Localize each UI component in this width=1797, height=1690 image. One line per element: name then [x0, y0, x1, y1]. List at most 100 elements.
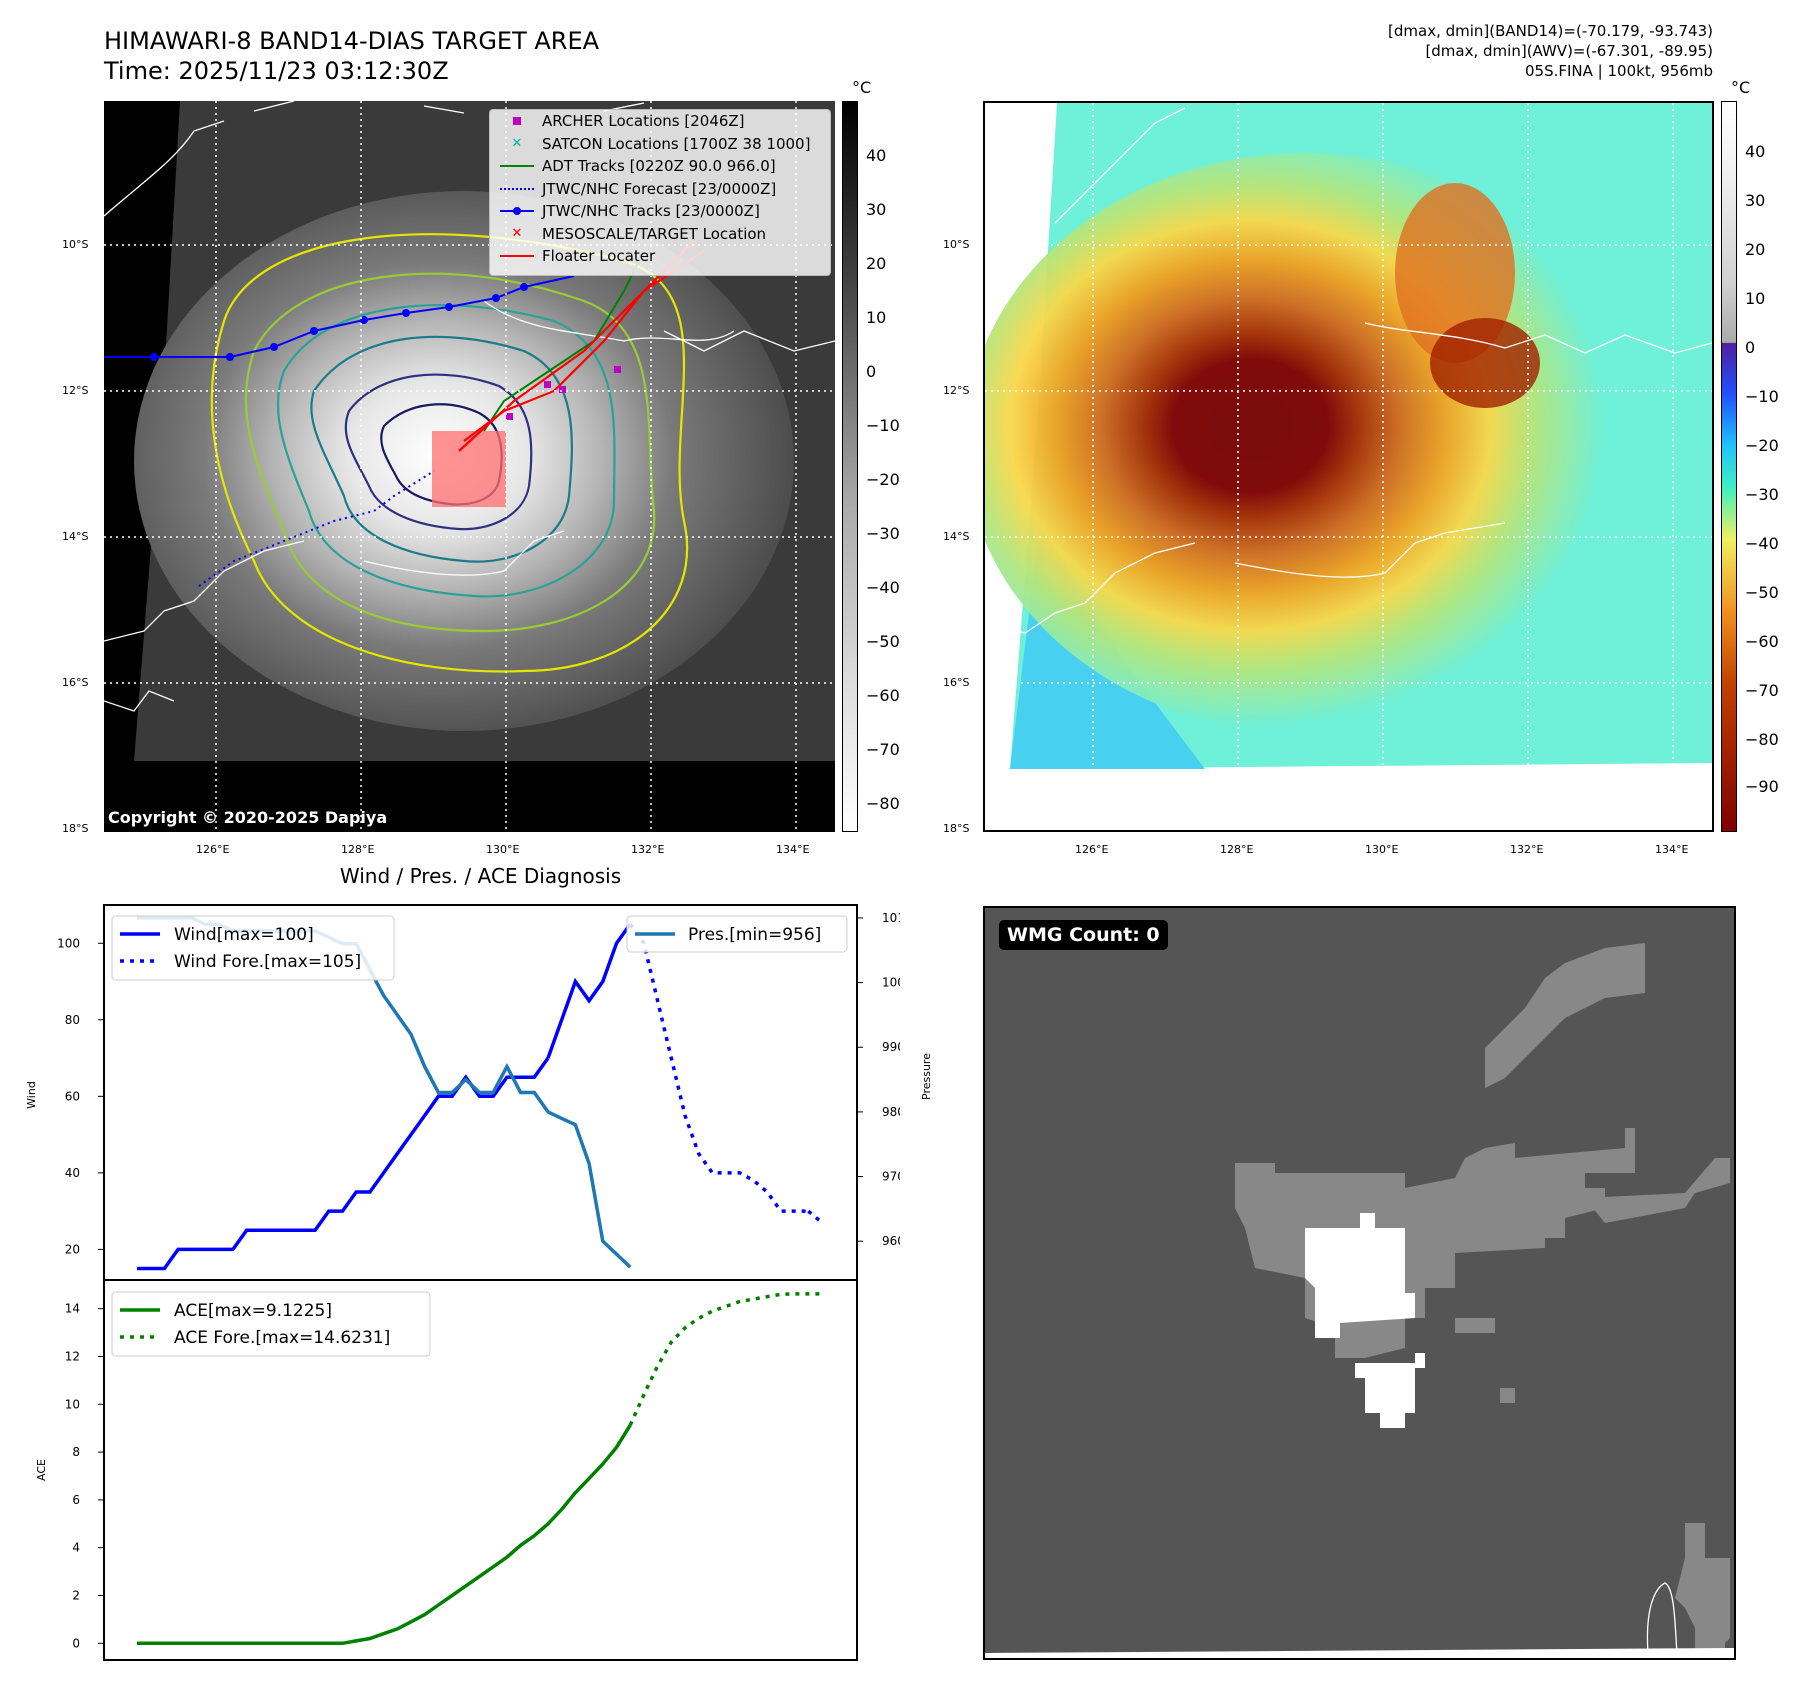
legend-forecast-label: JTWC/NHC Forecast [23/0000Z] — [542, 179, 777, 198]
gray-cb-tick: −70 — [866, 740, 900, 759]
lon-tick: 126°E — [1075, 843, 1109, 856]
lat-tick: 18°S — [62, 822, 89, 835]
legend-ace-label: ACE[max=9.1225] — [174, 1301, 332, 1321]
lat-tick: 14°S — [943, 530, 970, 543]
legend-forecast: JTWC/NHC Forecast [23/0000Z] — [490, 178, 830, 201]
lon-tick: 134°E — [776, 843, 810, 856]
color-colorbar — [1721, 101, 1737, 832]
lon-tick: 130°E — [486, 843, 520, 856]
color-cb-tick: −40 — [1745, 534, 1779, 553]
legend-target: ✕ MESOSCALE/TARGET Location — [490, 223, 830, 246]
gray-colorbar-unit: °C — [852, 78, 872, 97]
legend-satcon: ✕ SATCON Locations [1700Z 38 1000] — [490, 133, 830, 156]
color-colorbar-unit: °C — [1731, 78, 1751, 97]
gray-cb-tick: 0 — [866, 362, 877, 381]
pressure-axis-title: Pressure — [920, 1053, 933, 1100]
wind-legend: Wind[max=100] Wind Fore.[max=105] — [111, 915, 395, 981]
ace-ytick-label: 6 — [72, 1493, 80, 1507]
ace-series-1 — [628, 1292, 823, 1426]
gray-colorbar — [842, 101, 858, 832]
lon-tick: 130°E — [1365, 843, 1399, 856]
lon-tick: 126°E — [196, 843, 230, 856]
legend-archer: ARCHER Locations [2046Z] — [490, 110, 830, 133]
line-icon — [498, 165, 536, 168]
color-cb-tick: 20 — [1745, 240, 1766, 259]
ace-legend: ACE[max=9.1225] ACE Fore.[max=14.6231] — [111, 1291, 431, 1357]
gray-cb-tick: −20 — [866, 470, 900, 489]
ace-yticks: 0 2 4 6 8 10 12 14 — [65, 1302, 104, 1650]
copyright-text: Copyright © 2020-2025 Dapiya — [108, 808, 388, 827]
color-cb-tick: −50 — [1745, 583, 1779, 602]
x-marker-icon: ✕ — [511, 136, 523, 152]
wind-series-1 — [546, 923, 632, 1059]
pressure-ytick-label: 990 — [882, 1040, 900, 1054]
legend-wind-fore-label: Wind Fore.[max=105] — [174, 952, 361, 972]
ace-axes-frame — [103, 1279, 858, 1661]
legend-target-label: MESOSCALE/TARGET Location — [542, 224, 767, 243]
color-cb-tick: −20 — [1745, 436, 1779, 455]
pressure-legend: Pres.[min=956] — [626, 915, 848, 953]
lon-tick: 128°E — [341, 843, 375, 856]
legend-satcon-label: SATCON Locations [1700Z 38 1000] — [542, 134, 811, 153]
gray-cb-tick: −50 — [866, 632, 900, 651]
legend-ace-fore-label: ACE Fore.[max=14.6231] — [174, 1328, 390, 1348]
gray-cb-tick: 30 — [866, 200, 887, 219]
gray-cb-tick: −10 — [866, 416, 900, 435]
wind-series-3 — [807, 1209, 824, 1224]
legend-archer-label: ARCHER Locations [2046Z] — [542, 112, 745, 131]
color-cb-tick: 40 — [1745, 142, 1766, 161]
ace-series-0 — [137, 1424, 632, 1646]
lat-tick: 10°S — [943, 238, 970, 251]
legend-floater: Floater Locater — [490, 245, 830, 268]
lon-tick: 132°E — [1510, 843, 1544, 856]
wind-series-2 — [628, 923, 809, 1213]
ace-ytick-label: 0 — [72, 1636, 80, 1650]
color-cb-tick: 10 — [1745, 289, 1766, 308]
wind-axis-label: Wind — [25, 1081, 38, 1109]
legend-adt: ADT Tracks [0220Z 90.0 966.0] — [490, 155, 830, 178]
lat-tick: 12°S — [943, 384, 970, 397]
wind-series-0 — [137, 1057, 550, 1271]
lon-tick: 132°E — [631, 843, 665, 856]
wind-ytick-label: 40 — [65, 1166, 80, 1180]
map-legend: ARCHER Locations [2046Z] ✕ SATCON Locati… — [489, 109, 831, 276]
lat-tick: 16°S — [943, 676, 970, 689]
line-dot-icon — [498, 207, 536, 216]
color-cb-tick: −80 — [1745, 730, 1779, 749]
gray-cb-tick: −40 — [866, 578, 900, 597]
grayscale-ir-map: Copyright © 2020-2025 Dapiya ARCHER Loca… — [103, 100, 836, 832]
dotted-line-icon — [498, 187, 536, 190]
pressure-ytick-label: 970 — [882, 1170, 900, 1184]
color-cb-tick: −60 — [1745, 632, 1779, 651]
ace-ytick-label: 10 — [65, 1397, 80, 1411]
color-cb-tick: −70 — [1745, 681, 1779, 700]
dmax-awv: [dmax, dmin](AWV)=(-67.301, -89.95) — [1425, 42, 1713, 60]
ace-ytick-label: 4 — [72, 1541, 80, 1555]
color-cb-tick: −30 — [1745, 485, 1779, 504]
figure-timestamp: Time: 2025/11/23 03:12:30Z — [104, 57, 449, 85]
lat-tick: 18°S — [943, 822, 970, 835]
color-ir-map — [983, 101, 1714, 832]
ace-ytick-label: 14 — [65, 1302, 80, 1316]
wmg-count-label: WMG Count: 0 — [999, 920, 1168, 950]
gray-cb-tick: 20 — [866, 254, 887, 273]
lon-tick: 134°E — [1655, 843, 1689, 856]
legend-tracks-label: JTWC/NHC Tracks [23/0000Z] — [542, 202, 760, 221]
legend-wind-label: Wind[max=100] — [174, 925, 314, 945]
lat-tick: 16°S — [62, 676, 89, 689]
color-cb-tick: 30 — [1745, 191, 1766, 210]
legend-floater-label: Floater Locater — [542, 247, 656, 266]
ace-axis-label: ACE — [35, 1459, 48, 1481]
gray-cb-tick: 10 — [866, 308, 887, 327]
lat-tick: 10°S — [62, 238, 89, 251]
color-cb-tick: −90 — [1745, 777, 1779, 796]
pressure-ytick-label: 980 — [882, 1105, 900, 1119]
legend-adt-label: ADT Tracks [0220Z 90.0 966.0] — [542, 157, 776, 176]
legend-pres-label: Pres.[min=956] — [688, 925, 821, 945]
figure-title: HIMAWARI-8 BAND14-DIAS TARGET AREA — [104, 27, 600, 55]
color-cb-tick: −10 — [1745, 387, 1779, 406]
wind-ytick-label: 20 — [65, 1242, 80, 1256]
